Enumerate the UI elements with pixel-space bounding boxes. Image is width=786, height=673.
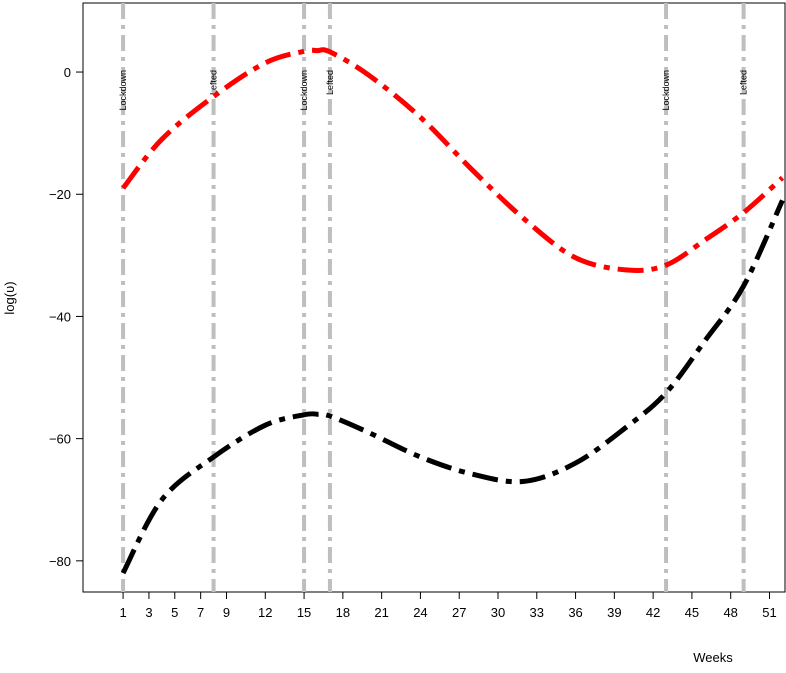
x-tick-label: 45 xyxy=(685,605,699,620)
event-label: Lockdown xyxy=(118,70,128,111)
event-label: Lefted xyxy=(209,70,219,95)
x-tick-label: 5 xyxy=(171,605,178,620)
series-line xyxy=(121,47,785,273)
x-tick-label: 48 xyxy=(723,605,737,620)
y-tick-label: −40 xyxy=(49,309,71,324)
y-tick-label: −20 xyxy=(49,187,71,202)
x-tick-label: 42 xyxy=(646,605,660,620)
x-tick-label: 18 xyxy=(336,605,350,620)
x-tick-label: 27 xyxy=(452,605,466,620)
x-tick-label: 33 xyxy=(530,605,544,620)
x-tick-label: 3 xyxy=(145,605,152,620)
plot-frame xyxy=(82,2,786,593)
event-label: Lefted xyxy=(325,70,335,95)
x-axis-label: Weeks xyxy=(693,650,733,665)
x-tick-label: 7 xyxy=(197,605,204,620)
x-tick-label: 51 xyxy=(762,605,776,620)
y-axis-label: log(υ) xyxy=(2,281,17,314)
x-tick-label: 9 xyxy=(223,605,230,620)
event-label: Lefted xyxy=(739,70,749,95)
x-tick-label: 36 xyxy=(568,605,582,620)
y-tick-label: −80 xyxy=(49,554,71,569)
x-tick-label: 30 xyxy=(491,605,505,620)
event-label: Lockdown xyxy=(299,70,309,111)
x-tick-label: 15 xyxy=(297,605,311,620)
y-tick-label: −60 xyxy=(49,432,71,447)
event-label: Lockdown xyxy=(661,70,671,111)
series-line xyxy=(120,199,785,575)
x-tick-label: 12 xyxy=(258,605,272,620)
x-tick-label: 24 xyxy=(413,605,427,620)
y-tick-label: 0 xyxy=(64,65,71,80)
x-tick-label: 39 xyxy=(607,605,621,620)
x-tick-label: 1 xyxy=(119,605,126,620)
x-tick-label: 21 xyxy=(374,605,388,620)
